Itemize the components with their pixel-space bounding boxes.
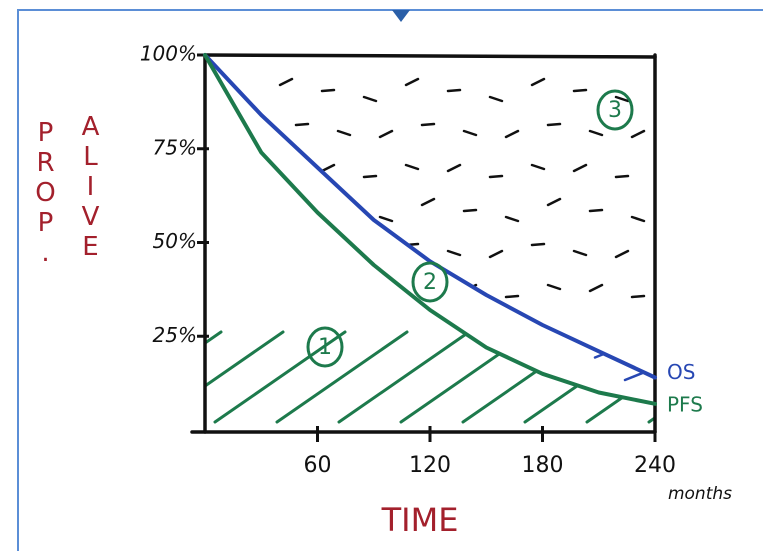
y-tick-label: 75% — [153, 135, 197, 159]
x-tick-label: 240 — [634, 453, 676, 478]
dash — [506, 296, 518, 297]
dash — [532, 244, 544, 245]
dash — [322, 90, 334, 91]
y-tick-label: 50% — [153, 229, 197, 253]
y-tick-label: 100% — [140, 42, 197, 66]
chart: months TIME PROP. ALIVE 100% 75% 50% 25% 60 1… — [0, 0, 763, 551]
series-label: OS — [667, 360, 695, 384]
x-tick-label: 180 — [522, 453, 564, 478]
dash — [422, 124, 434, 125]
page: {"chart_data": { "type": "line", "ylabel… — [0, 0, 763, 551]
dash — [616, 176, 628, 177]
dash — [548, 124, 560, 125]
x-axis-label: TIME — [381, 501, 459, 539]
y-tick-label: 25% — [153, 323, 197, 347]
dash — [364, 176, 376, 177]
y-axis-label: ALIVE — [76, 112, 106, 262]
dash — [448, 90, 460, 91]
x-unit: months — [668, 484, 732, 504]
dash — [296, 124, 308, 125]
x-tick-label: 120 — [409, 453, 451, 478]
annotation: 1 — [318, 335, 332, 360]
annotation: 2 — [423, 270, 437, 295]
dash — [632, 296, 644, 297]
dash — [490, 176, 502, 177]
annotation: 3 — [608, 98, 622, 123]
x-tick-label: 60 — [304, 453, 332, 478]
dash — [464, 210, 476, 211]
dash — [590, 210, 602, 211]
y-axis-label: PROP. — [31, 118, 61, 268]
dash — [574, 90, 586, 91]
plot-border — [205, 55, 655, 57]
series-label: PFS — [667, 392, 703, 416]
